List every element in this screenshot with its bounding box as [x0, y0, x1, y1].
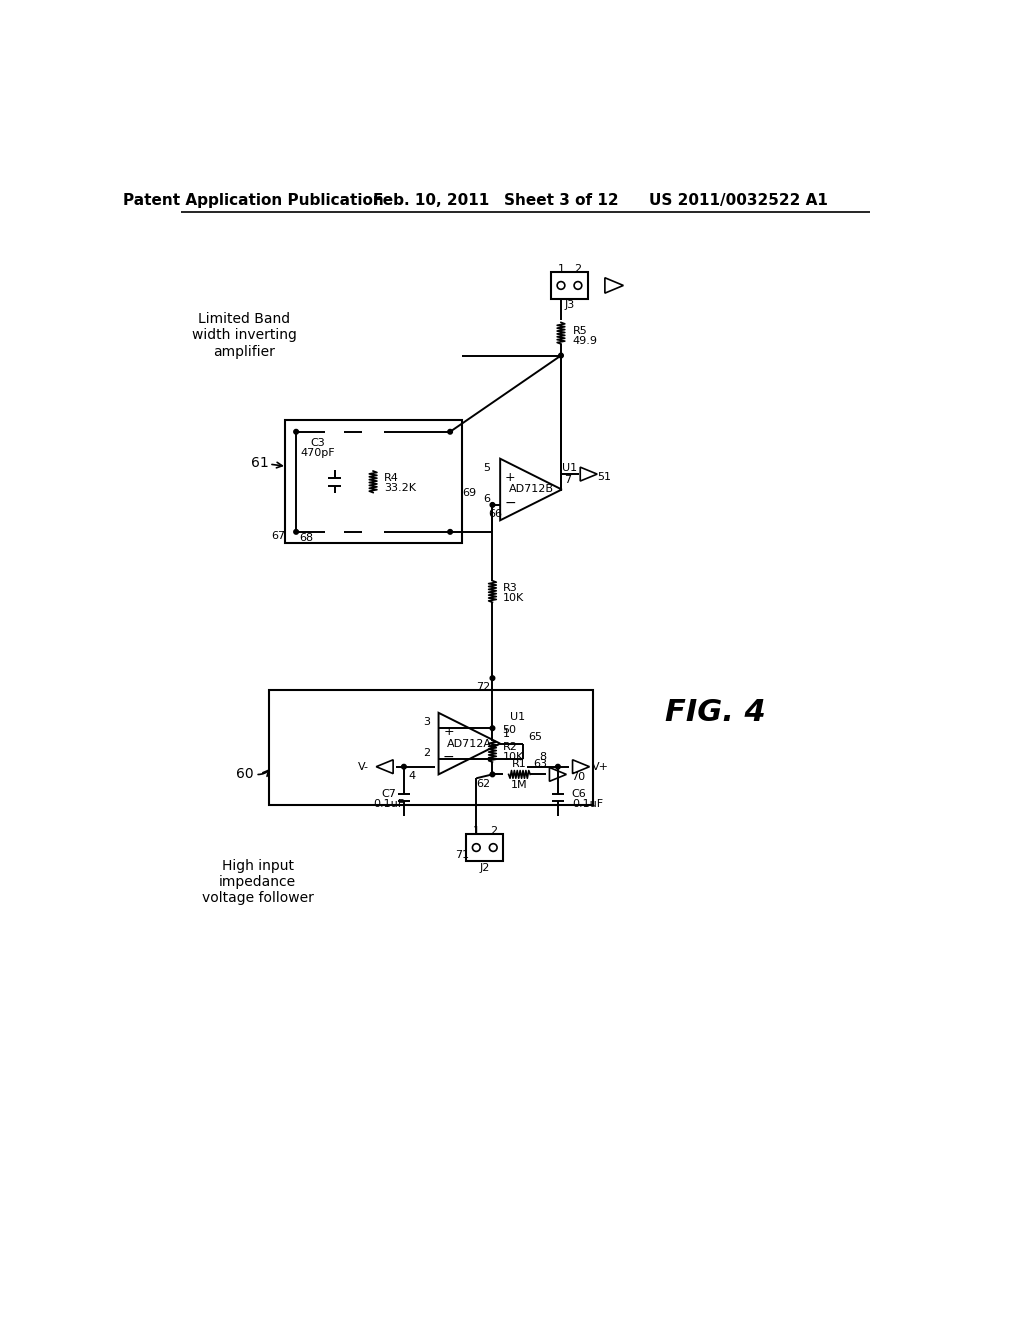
Circle shape [490, 726, 495, 730]
Text: 2: 2 [424, 748, 430, 758]
Circle shape [401, 764, 407, 770]
Text: 4: 4 [408, 771, 415, 781]
Circle shape [490, 503, 495, 507]
Text: 67: 67 [271, 531, 286, 541]
Bar [466, 834, 503, 861]
Text: FIG. 4: FIG. 4 [666, 698, 766, 727]
Text: 51: 51 [597, 473, 611, 482]
Text: R5: R5 [572, 326, 588, 335]
Text: 71: 71 [455, 850, 469, 861]
Circle shape [447, 529, 453, 535]
Circle shape [447, 429, 453, 434]
Text: Limited Band
width inverting
amplifier: Limited Band width inverting amplifier [193, 313, 297, 359]
Text: +: + [443, 725, 454, 738]
Text: 70: 70 [570, 772, 585, 783]
Text: AD712A: AD712A [446, 739, 492, 748]
Circle shape [490, 676, 495, 681]
Text: 50: 50 [503, 725, 516, 735]
Text: −: − [442, 750, 455, 764]
Text: 8: 8 [539, 752, 546, 763]
Text: 0.1uF: 0.1uF [373, 799, 404, 809]
Text: 33.2K: 33.2K [384, 483, 416, 492]
Text: 66: 66 [487, 510, 502, 519]
Text: J2: J2 [479, 862, 489, 873]
Text: R3: R3 [503, 582, 518, 593]
Text: 7: 7 [564, 475, 571, 486]
Text: 10K: 10K [503, 593, 524, 603]
Text: 60: 60 [236, 767, 253, 781]
Text: 0.1uF: 0.1uF [571, 799, 603, 809]
Text: C3: C3 [310, 438, 325, 449]
Text: −: − [505, 495, 516, 510]
Text: 61: 61 [251, 455, 268, 470]
Text: J3: J3 [564, 301, 574, 310]
Text: C7: C7 [381, 788, 396, 799]
Text: 1M: 1M [511, 780, 527, 791]
Bar [285, 420, 462, 544]
Text: 1: 1 [503, 730, 510, 739]
Circle shape [294, 529, 298, 535]
Text: 65: 65 [527, 733, 542, 742]
Text: 62: 62 [476, 779, 490, 788]
Text: R4: R4 [384, 473, 398, 483]
Text: Patent Application Publication: Patent Application Publication [123, 193, 384, 209]
Bar [269, 689, 593, 805]
Circle shape [559, 354, 563, 358]
Text: V-: V- [357, 762, 369, 772]
Text: Feb. 10, 2011: Feb. 10, 2011 [373, 193, 489, 209]
Text: 1: 1 [473, 825, 480, 836]
Text: 6: 6 [482, 494, 489, 504]
Text: C6: C6 [571, 788, 587, 799]
Text: 2: 2 [489, 825, 497, 836]
Text: US 2011/0032522 A1: US 2011/0032522 A1 [649, 193, 828, 209]
Text: 10K: 10K [503, 752, 524, 763]
Text: 69: 69 [462, 488, 476, 499]
Circle shape [490, 772, 495, 776]
Text: R2: R2 [503, 742, 518, 752]
Text: 72: 72 [476, 682, 490, 693]
Text: 5: 5 [482, 463, 489, 473]
Text: R1: R1 [512, 759, 526, 768]
Text: High input
impedance
voltage follower: High input impedance voltage follower [202, 859, 313, 906]
Circle shape [294, 429, 298, 434]
Text: +: + [505, 471, 515, 483]
Text: Sheet 3 of 12: Sheet 3 of 12 [505, 193, 620, 209]
Text: 63: 63 [534, 759, 547, 768]
Text: AD712B: AD712B [509, 484, 553, 495]
Bar [551, 272, 588, 298]
Text: U1: U1 [562, 463, 577, 473]
Text: U1: U1 [510, 711, 524, 722]
Text: 49.9: 49.9 [572, 335, 598, 346]
Text: 68: 68 [299, 533, 313, 543]
Text: 2: 2 [574, 264, 582, 273]
Circle shape [556, 764, 560, 770]
Text: 1: 1 [557, 264, 564, 273]
Text: V+: V+ [592, 762, 608, 772]
Text: 3: 3 [424, 717, 430, 727]
Text: 470pF: 470pF [300, 449, 335, 458]
